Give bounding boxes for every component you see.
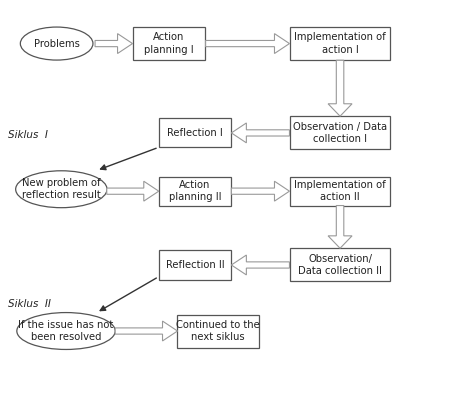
FancyBboxPatch shape — [290, 177, 391, 206]
Text: Implementation of
action II: Implementation of action II — [294, 180, 386, 203]
Text: Observation/
Data collection II: Observation/ Data collection II — [298, 254, 382, 276]
Ellipse shape — [20, 27, 93, 60]
Text: Observation / Data
collection I: Observation / Data collection I — [293, 122, 387, 144]
Text: Action
planning I: Action planning I — [144, 32, 194, 55]
Text: Reflection I: Reflection I — [167, 128, 223, 138]
FancyBboxPatch shape — [290, 249, 391, 281]
Polygon shape — [206, 33, 290, 54]
Text: Continued to the
next siklus: Continued to the next siklus — [176, 320, 260, 342]
FancyBboxPatch shape — [133, 27, 205, 60]
Polygon shape — [231, 181, 290, 201]
Text: Reflection II: Reflection II — [165, 260, 224, 270]
Text: If the issue has not
been resolved: If the issue has not been resolved — [18, 320, 114, 342]
FancyBboxPatch shape — [158, 251, 231, 280]
FancyBboxPatch shape — [158, 118, 231, 147]
Ellipse shape — [16, 171, 107, 208]
Polygon shape — [231, 255, 290, 275]
Text: Action
planning II: Action planning II — [169, 180, 221, 203]
Polygon shape — [328, 60, 352, 116]
FancyBboxPatch shape — [158, 177, 231, 206]
Polygon shape — [231, 123, 290, 143]
Text: Siklus  II: Siklus II — [9, 299, 51, 309]
Text: Problems: Problems — [34, 39, 80, 48]
Polygon shape — [115, 321, 177, 341]
Polygon shape — [95, 33, 133, 54]
Text: New problem of
reflection result: New problem of reflection result — [22, 178, 100, 201]
Polygon shape — [328, 206, 352, 248]
Text: Siklus  I: Siklus I — [9, 130, 48, 140]
Ellipse shape — [17, 312, 115, 349]
FancyBboxPatch shape — [290, 116, 391, 149]
Text: Implementation of
action I: Implementation of action I — [294, 32, 386, 55]
Polygon shape — [107, 181, 159, 201]
FancyBboxPatch shape — [177, 314, 259, 348]
FancyBboxPatch shape — [290, 27, 391, 60]
